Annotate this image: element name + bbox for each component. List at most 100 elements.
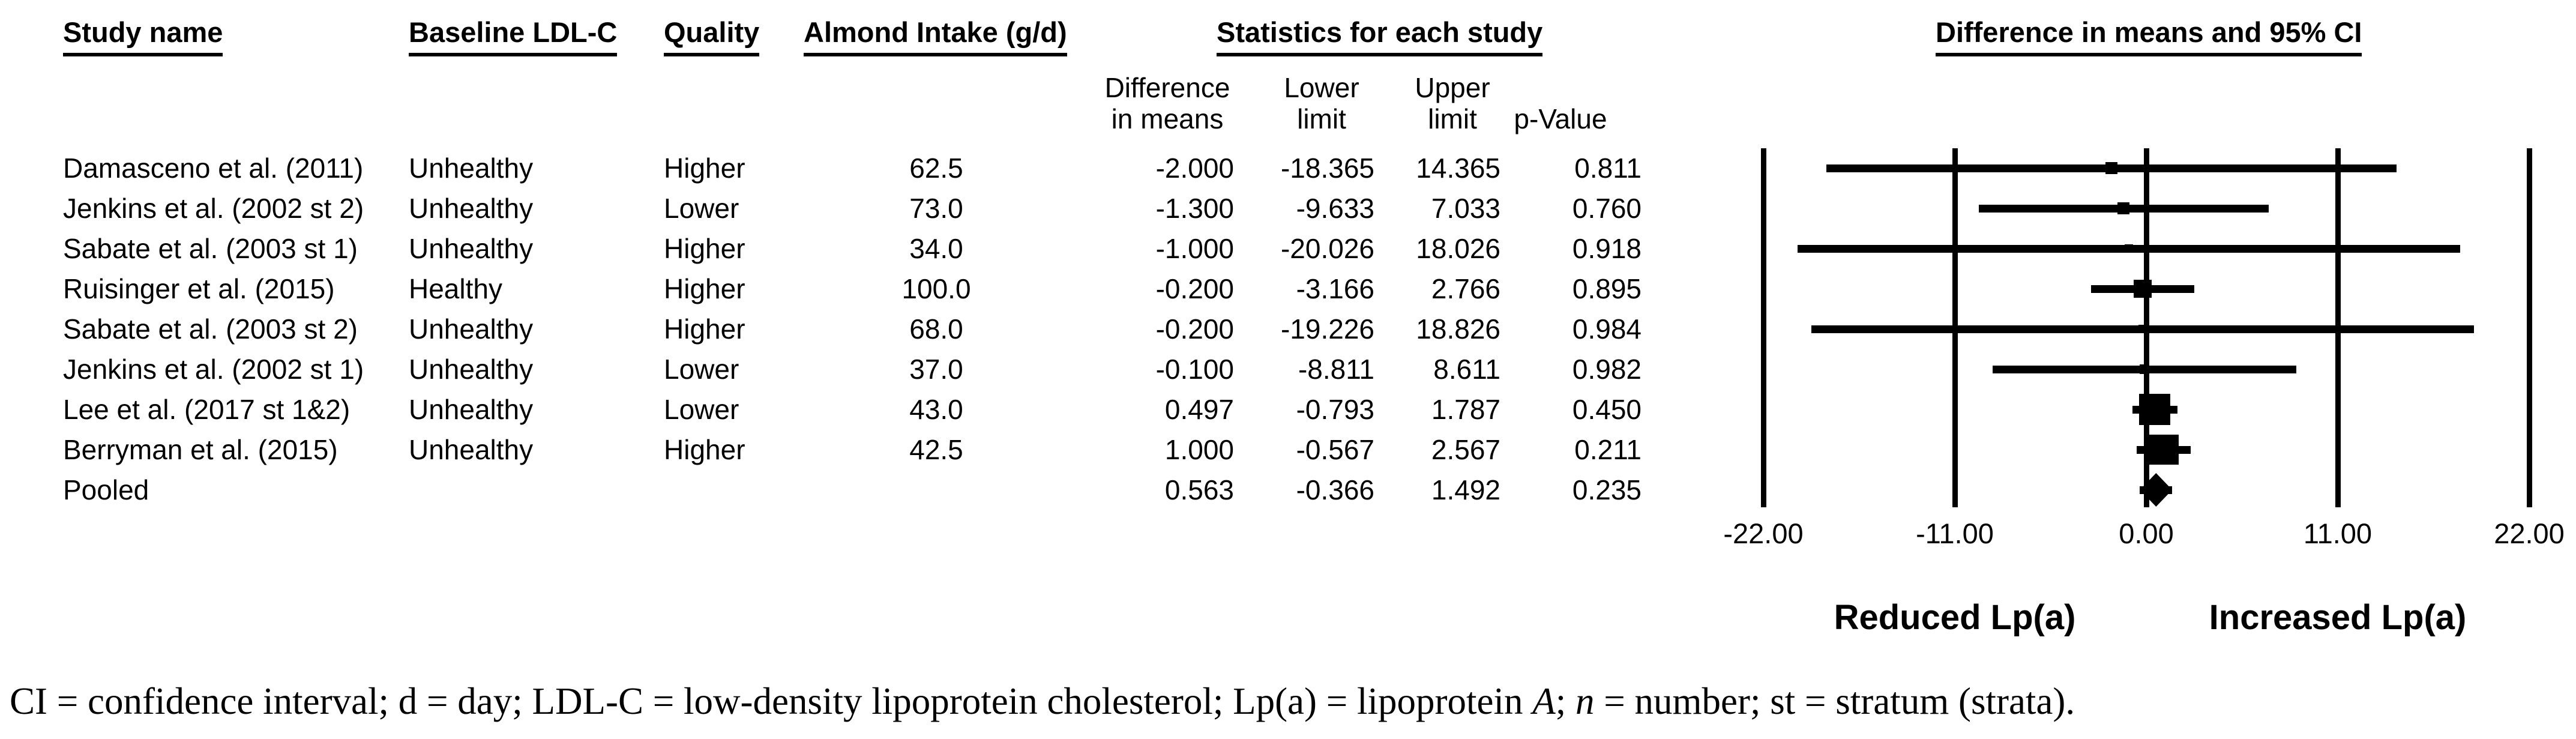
- p-value: 0.895: [1572, 273, 1642, 304]
- baseline-ldlc-value: Unhealthy: [409, 152, 534, 184]
- difference-in-means-value: -1.000: [1155, 233, 1234, 264]
- upper-limit-value: 7.033: [1431, 193, 1500, 224]
- p-value: 0.982: [1572, 354, 1642, 385]
- point-estimate-marker: [2105, 162, 2117, 174]
- difference-in-means-value: 0.563: [1164, 474, 1234, 505]
- study-name: Damasceno et al. (2011): [63, 152, 364, 184]
- study-name: Berryman et al. (2015): [63, 434, 338, 465]
- difference-in-means-value: -0.200: [1155, 313, 1234, 345]
- footnote-text: = number; st = stratum (strata).: [1594, 680, 2075, 722]
- point-estimate-marker: [2134, 280, 2152, 298]
- study-name: Ruisinger et al. (2015): [63, 273, 335, 304]
- footnote-text: ;: [1555, 680, 1575, 722]
- header-plot-title: Difference in means and 95% CI: [1936, 16, 2362, 56]
- axis-tick-label: 11.00: [2303, 517, 2373, 549]
- study-name: Jenkins et al. (2002 st 1): [63, 354, 364, 385]
- axis-tick-label: -22.00: [1723, 517, 1804, 549]
- quality-value: Higher: [664, 152, 745, 184]
- subheader-lower-line1: Lower: [1284, 72, 1359, 103]
- subheader-upper-line1: Upper: [1415, 72, 1490, 103]
- axis-tick-label: -11.00: [1916, 517, 1994, 549]
- subheader-pvalue: p-Value: [1464, 103, 1657, 134]
- study-name: Lee et al. (2017 st 1&2): [63, 394, 351, 425]
- upper-limit-value: 18.826: [1416, 313, 1500, 345]
- subheader-difference-in-means: Difference in means: [1071, 72, 1263, 134]
- point-estimate-marker: [2117, 202, 2130, 214]
- quality-value: Lower: [664, 394, 739, 425]
- subheader-upper-limit: Upper limit: [1356, 72, 1548, 134]
- almond-intake-value: 42.5: [909, 434, 963, 465]
- figure-footnote: CI = confidence interval; d = day; LDL-C…: [10, 677, 2075, 725]
- axis-direction-label-reduced: Reduced Lp(a): [1834, 598, 2076, 637]
- study-name: Sabate et al. (2003 st 2): [63, 313, 358, 345]
- difference-in-means-value: 0.497: [1164, 394, 1234, 425]
- baseline-ldlc-value: Unhealthy: [409, 354, 534, 385]
- lower-limit-value: -0.793: [1296, 394, 1374, 425]
- almond-intake-value: 43.0: [909, 394, 963, 425]
- axis-gridline: [1760, 148, 1766, 507]
- p-value: 0.760: [1572, 193, 1642, 224]
- baseline-ldlc-value: Unhealthy: [409, 394, 534, 425]
- quality-value: Higher: [664, 273, 745, 304]
- footnote-text: CI = confidence interval; d = day; LDL-C…: [10, 680, 1533, 722]
- p-value: 0.211: [1574, 434, 1642, 465]
- header-baseline-ldlc: Baseline LDL-C: [409, 16, 618, 56]
- table-row: Sabate et al. (2003 st 1) Unhealthy High…: [0, 232, 2576, 265]
- difference-in-means-value: -0.200: [1155, 273, 1234, 304]
- table-row: Berryman et al. (2015) Unhealthy Higher …: [0, 433, 2576, 466]
- p-value: 0.811: [1574, 152, 1642, 184]
- subheader-upper-line2: limit: [1428, 103, 1477, 134]
- table-row: Jenkins et al. (2002 st 1) Unhealthy Low…: [0, 353, 2576, 385]
- axis-tick-label: 0.00: [2119, 517, 2174, 549]
- almond-intake-value: 68.0: [909, 313, 963, 345]
- quality-value: Higher: [664, 233, 745, 264]
- subheader-pvalue-label: p-Value: [1514, 103, 1607, 134]
- almond-intake-value: 37.0: [909, 354, 963, 385]
- lower-limit-value: -20.026: [1280, 233, 1374, 264]
- upper-limit-value: 1.787: [1431, 394, 1500, 425]
- upper-limit-value: 18.026: [1416, 233, 1500, 264]
- table-row: Ruisinger et al. (2015) Healthy Higher 1…: [0, 273, 2576, 305]
- upper-limit-value: 8.611: [1433, 354, 1500, 385]
- upper-limit-value: 2.567: [1431, 434, 1500, 465]
- upper-limit-value: 14.365: [1416, 152, 1500, 184]
- quality-value: Lower: [664, 354, 739, 385]
- quality-value: Higher: [664, 313, 745, 345]
- header-quality: Quality: [664, 16, 760, 56]
- axis-tick-label: 22.00: [2494, 517, 2565, 549]
- axis-direction-label-increased: Increased Lp(a): [2209, 598, 2467, 637]
- lower-limit-value: -19.226: [1280, 313, 1374, 345]
- difference-in-means-value: -0.100: [1155, 354, 1234, 385]
- point-estimate-marker: [2149, 435, 2179, 465]
- baseline-ldlc-value: Unhealthy: [409, 313, 534, 345]
- difference-in-means-value: 1.000: [1164, 434, 1234, 465]
- point-estimate-marker: [2139, 394, 2171, 425]
- point-estimate-marker: [2138, 325, 2147, 333]
- p-value: 0.235: [1572, 474, 1642, 505]
- table-row: Jenkins et al. (2002 st 2) Unhealthy Low…: [0, 192, 2576, 225]
- study-name: Jenkins et al. (2002 st 2): [63, 193, 364, 224]
- almond-intake-value: 62.5: [909, 152, 963, 184]
- quality-value: Lower: [664, 193, 739, 224]
- header-statistics-group: Statistics for each study: [1217, 16, 1543, 56]
- lower-limit-value: -18.365: [1280, 152, 1374, 184]
- header-almond-intake: Almond Intake (g/d): [804, 16, 1067, 56]
- study-name: Sabate et al. (2003 st 1): [63, 233, 358, 264]
- p-value: 0.918: [1572, 233, 1642, 264]
- lower-limit-value: -0.567: [1296, 434, 1374, 465]
- quality-value: Higher: [664, 434, 745, 465]
- point-estimate-marker: [2140, 364, 2150, 374]
- footnote-italic-a: A: [1532, 680, 1556, 722]
- difference-in-means-value: -1.300: [1155, 193, 1234, 224]
- baseline-ldlc-value: Unhealthy: [409, 233, 534, 264]
- header-study-name: Study name: [63, 16, 223, 56]
- p-value: 0.984: [1572, 313, 1642, 345]
- almond-intake-value: 34.0: [909, 233, 963, 264]
- p-value: 0.450: [1572, 394, 1642, 425]
- lower-limit-value: -8.811: [1298, 354, 1374, 385]
- upper-limit-value: 2.766: [1431, 273, 1500, 304]
- table-row: Lee et al. (2017 st 1&2) Unhealthy Lower…: [0, 393, 2576, 426]
- axis-gridline: [2526, 148, 2532, 507]
- subheader-difference-line1: Difference: [1104, 72, 1230, 103]
- study-name: Pooled: [63, 474, 149, 505]
